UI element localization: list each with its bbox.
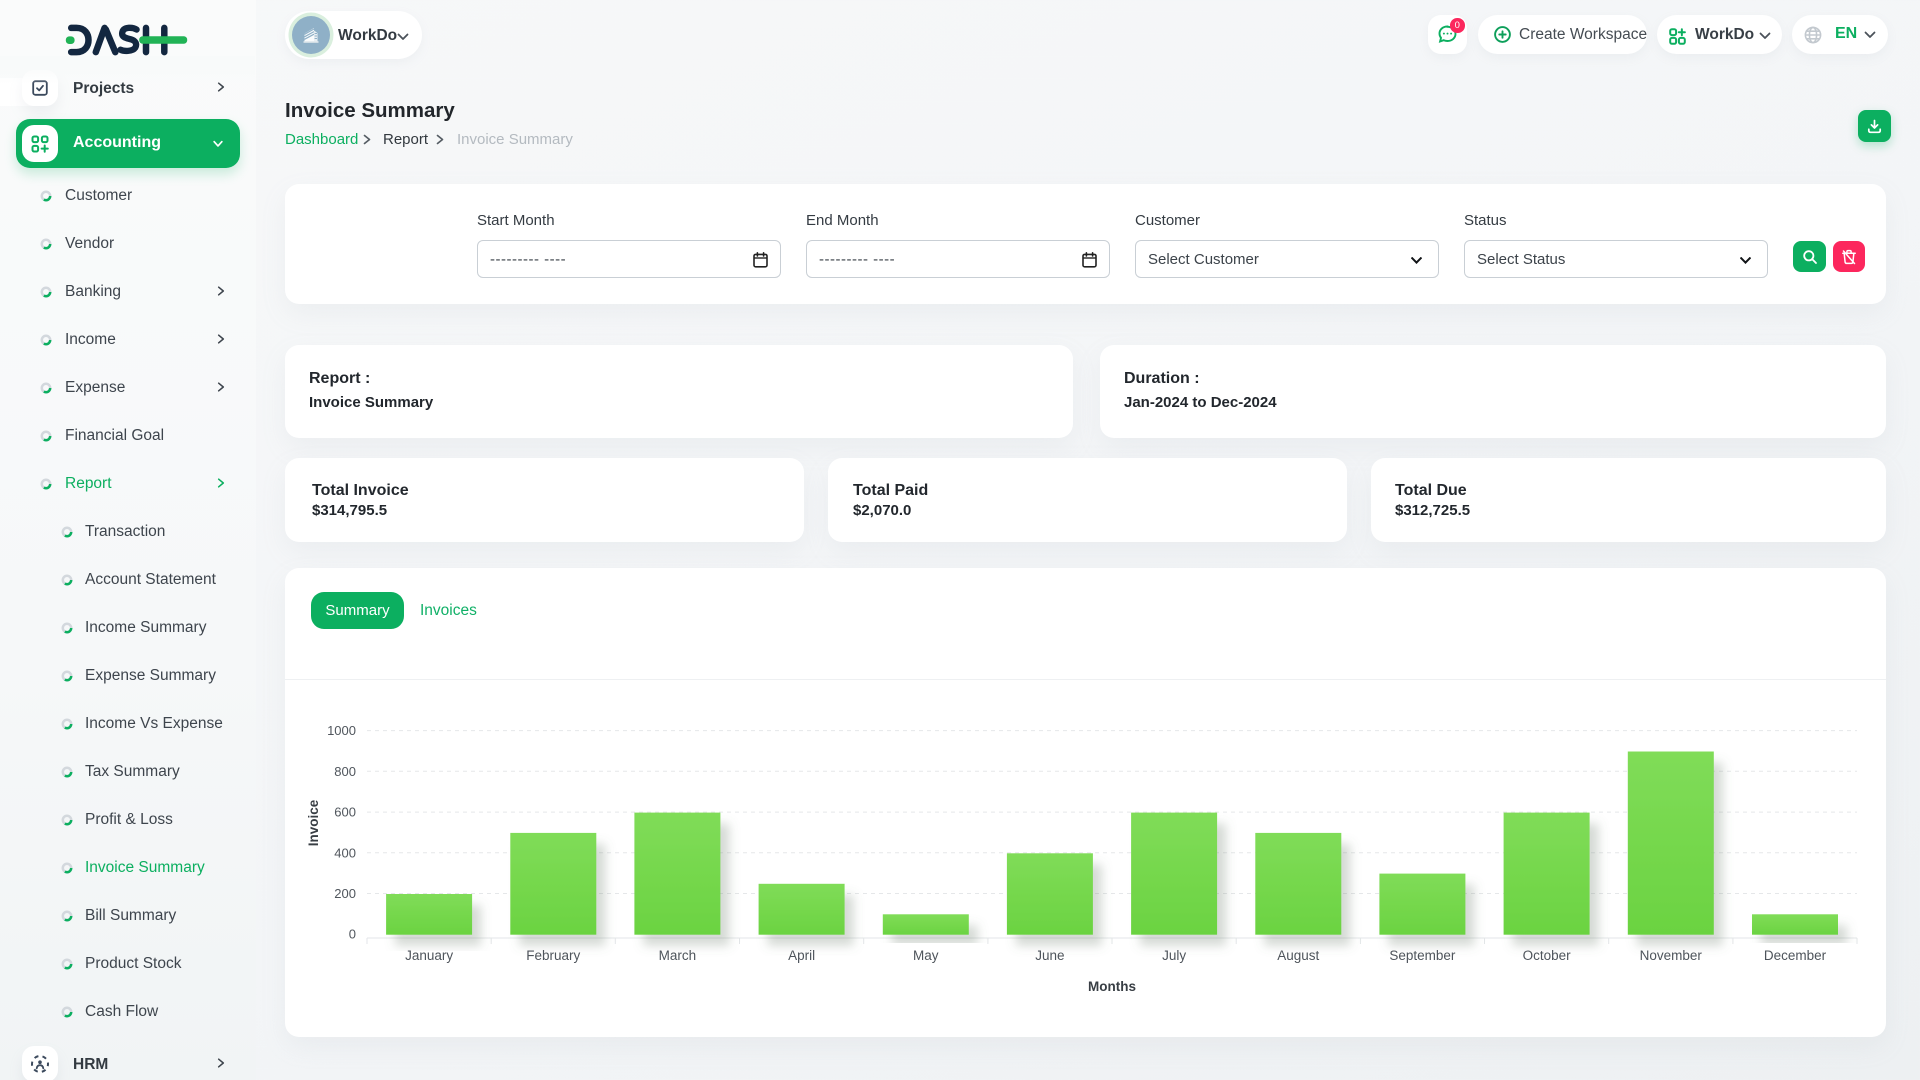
svg-text:June: June [1035,948,1064,963]
svg-text:1000: 1000 [327,723,356,738]
svg-text:200: 200 [334,886,356,901]
svg-text:April: April [788,948,815,963]
svg-text:August: August [1277,948,1319,963]
svg-text:600: 600 [334,805,356,820]
svg-text:May: May [913,948,939,963]
svg-text:March: March [659,948,697,963]
svg-text:0: 0 [349,927,356,942]
svg-text:Months: Months [1088,979,1136,994]
svg-text:January: January [405,948,453,963]
svg-text:November: November [1640,948,1703,963]
svg-text:July: July [1162,948,1186,963]
svg-text:December: December [1764,948,1827,963]
svg-text:October: October [1523,948,1572,963]
svg-text:Invoice: Invoice [306,799,321,846]
svg-text:400: 400 [334,845,356,860]
svg-text:February: February [526,948,580,963]
svg-text:September: September [1389,948,1456,963]
svg-text:800: 800 [334,764,356,779]
